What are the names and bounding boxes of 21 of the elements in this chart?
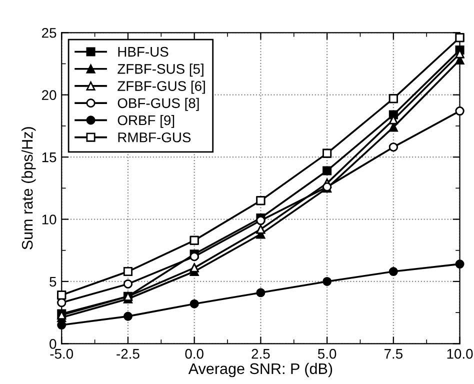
legend-label: OBF-GUS [8] xyxy=(118,98,199,111)
x-tick-label: 2.5 xyxy=(252,348,270,359)
x-tick-label: 5.0 xyxy=(318,348,336,359)
x-tick-label: 10.0 xyxy=(447,348,473,359)
x-tick-label: -5.0 xyxy=(50,348,74,359)
legend-label: RMBF-GUS xyxy=(118,132,191,142)
y-axis-title: Sum rate (bps/Hz) xyxy=(22,127,36,250)
x-tick-label: -2.5 xyxy=(116,348,140,359)
y-tick-label: 15 xyxy=(42,152,56,162)
y-tick-label: 10 xyxy=(42,214,56,224)
y-tick-label: 20 xyxy=(42,90,56,100)
y-tick-label: 0 xyxy=(50,339,56,349)
x-tick-label: 0.0 xyxy=(185,348,204,359)
x-axis-title: Average SNR: P (dB) xyxy=(188,362,332,378)
legend-label: ZFBF-GUS [6] xyxy=(118,80,205,94)
legend-label: HBF-US xyxy=(118,46,168,57)
legend-label: ORBF [9] xyxy=(118,114,174,128)
y-tick-label: 25 xyxy=(42,28,56,38)
legend-label: ZFBF-SUS [5] xyxy=(118,64,204,77)
x-tick-label: 7.5 xyxy=(384,349,402,359)
y-tick-label: 5 xyxy=(50,276,56,287)
